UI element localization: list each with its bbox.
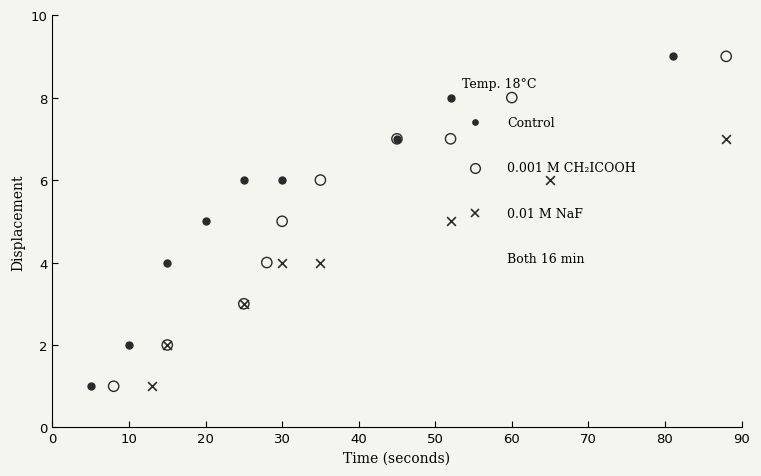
Point	[444, 136, 457, 143]
Point	[314, 259, 326, 267]
Point	[237, 177, 250, 185]
Point	[84, 383, 97, 390]
Point	[506, 95, 518, 102]
Point	[237, 300, 250, 308]
Point	[123, 341, 135, 349]
Text: Temp. 18°C: Temp. 18°C	[463, 78, 537, 91]
Point	[107, 383, 119, 390]
Point	[161, 259, 174, 267]
Point	[199, 218, 212, 226]
Point	[276, 177, 288, 185]
Point	[391, 136, 403, 143]
Point	[237, 300, 250, 308]
Point	[276, 218, 288, 226]
Text: Both 16 min: Both 16 min	[508, 252, 584, 265]
Point	[720, 53, 732, 61]
Point	[667, 53, 679, 61]
Point	[720, 136, 732, 143]
Point	[146, 383, 158, 390]
Point	[276, 259, 288, 267]
Point	[544, 177, 556, 185]
X-axis label: Time (seconds): Time (seconds)	[343, 451, 451, 465]
Point	[314, 177, 326, 185]
Point	[391, 136, 403, 143]
Point	[444, 95, 457, 102]
Point	[161, 341, 174, 349]
Text: Control: Control	[508, 117, 555, 129]
Point	[261, 259, 273, 267]
Point	[444, 218, 457, 226]
Point	[161, 341, 174, 349]
Y-axis label: Displacement: Displacement	[11, 174, 25, 270]
Text: 0.01 M NaF: 0.01 M NaF	[508, 207, 583, 220]
Text: 0.001 M CH₂ICOOH: 0.001 M CH₂ICOOH	[508, 162, 636, 175]
